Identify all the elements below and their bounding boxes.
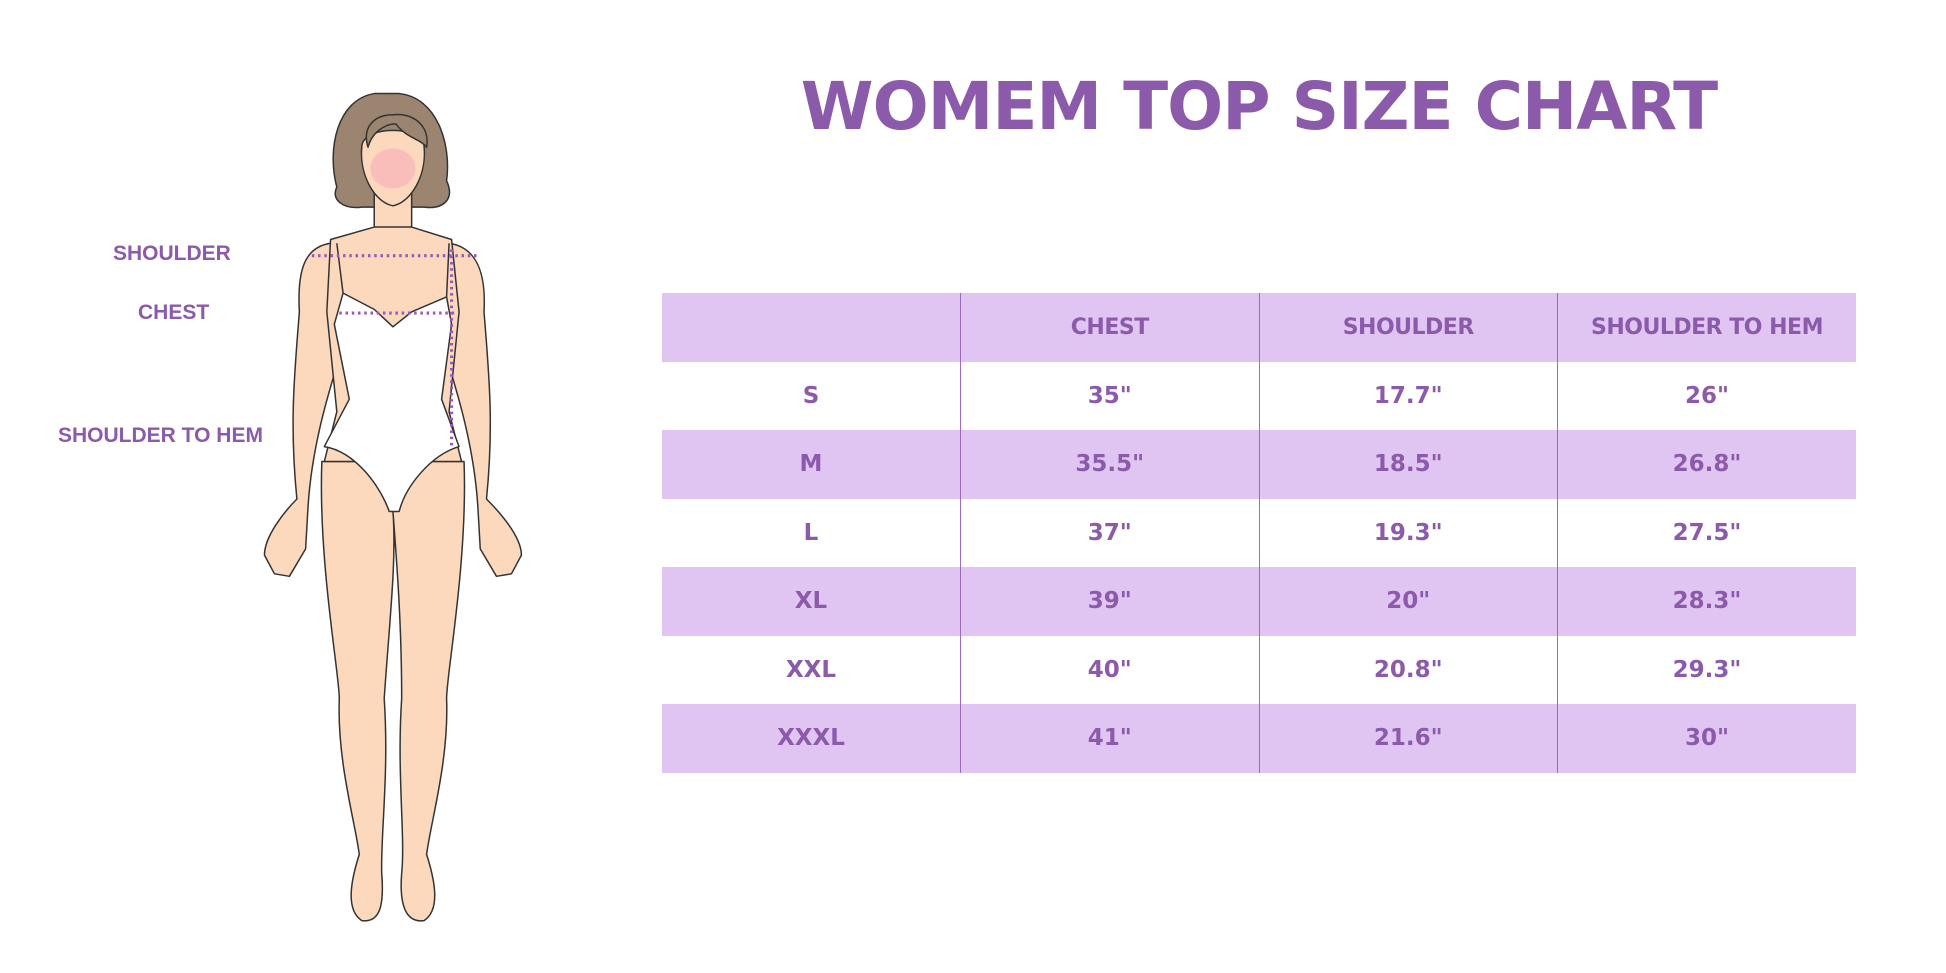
- shoulder-to-hem-cell: 29.3": [1557, 635, 1856, 704]
- chest-cell: 35": [960, 361, 1259, 430]
- shoulder-cell: 18.5": [1258, 430, 1558, 499]
- size-cell: M: [799, 451, 823, 478]
- shoulder-to-hem-cell: 26": [1557, 361, 1856, 430]
- header-shoulder-to-hem: SHOULDER TO HEM: [1557, 293, 1856, 362]
- shoulder-label: SHOULDER: [113, 242, 231, 265]
- chest-label: CHEST: [138, 301, 210, 324]
- size-cell: XXL: [785, 656, 837, 683]
- shoulder-to-hem-cell: 28.3": [1557, 567, 1856, 636]
- shoulder-cell: 17.7": [1258, 361, 1558, 430]
- chest-cell: 39": [960, 567, 1259, 636]
- chest-cell: 40": [960, 635, 1259, 704]
- table-row: L 37" 19.3" 27.5": [662, 498, 1856, 567]
- chest-cell: 35.5": [960, 430, 1259, 499]
- table-row: M 35.5" 18.5" 26.8": [662, 430, 1856, 499]
- page-title: WOMEM TOP SIZE CHART: [800, 68, 1718, 145]
- legs: [320, 460, 466, 922]
- size-cell: XL: [794, 588, 828, 615]
- table-row: XXL 40" 20.8" 29.3": [662, 635, 1856, 704]
- size-cell: XXXL: [777, 725, 845, 752]
- shoulder-to-hem-cell: 30": [1557, 704, 1856, 773]
- table-row: S 35" 17.7" 26": [662, 361, 1856, 430]
- table-row: XXXL 41" 21.6" 30": [662, 704, 1856, 773]
- shoulder-to-hem-cell: 26.8": [1557, 430, 1856, 499]
- shoulder-cell: 21.6": [1258, 704, 1558, 773]
- table-row: XL 39" 20" 28.3": [662, 567, 1856, 636]
- shoulder-to-hem-label: SHOULDER TO HEM: [58, 424, 263, 447]
- size-chart-table: CHEST SHOULDER SHOULDER TO HEM S 35" 17.…: [662, 293, 1856, 773]
- shoulder-cell: 20": [1258, 567, 1558, 636]
- right-arm: [448, 242, 523, 578]
- header-size: [662, 293, 961, 362]
- size-cell: S: [802, 382, 820, 409]
- size-cell: L: [803, 519, 819, 546]
- shoulder-cell: 20.8": [1258, 635, 1558, 704]
- chest-cell: 37": [960, 498, 1259, 567]
- chest-cell: 41": [960, 704, 1259, 773]
- shoulder-to-hem-cell: 27.5": [1557, 498, 1856, 567]
- table-header-row: CHEST SHOULDER SHOULDER TO HEM: [662, 293, 1856, 362]
- header-chest: CHEST: [960, 293, 1259, 362]
- left-arm: [263, 242, 336, 578]
- shoulder-cell: 19.3": [1258, 498, 1558, 567]
- bodysuit: [323, 292, 460, 513]
- header-shoulder: SHOULDER: [1258, 293, 1558, 362]
